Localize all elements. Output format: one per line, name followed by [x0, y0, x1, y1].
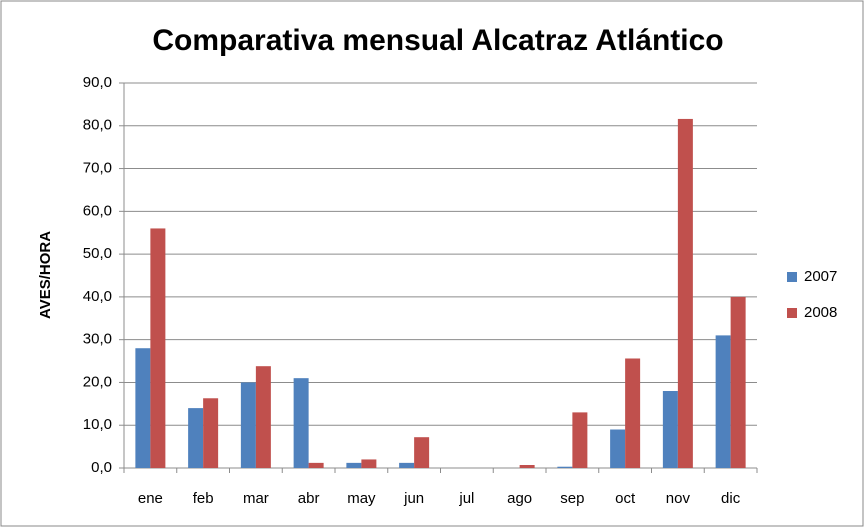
y-tick-label: 90,0 [83, 74, 112, 91]
legend-swatch [787, 272, 797, 282]
bar [203, 398, 219, 468]
bar [255, 366, 271, 468]
bar [572, 412, 588, 468]
x-tick-label: oct [615, 490, 636, 507]
bar [135, 348, 151, 468]
x-tick-label: ago [507, 490, 532, 507]
y-tick-label: 20,0 [83, 373, 112, 390]
x-tick-label: jul [458, 490, 474, 507]
x-tick-label: may [347, 490, 376, 507]
x-tick-label: feb [193, 490, 214, 507]
bar [662, 391, 678, 468]
x-tick-label: ene [138, 490, 163, 507]
bar [399, 462, 415, 468]
x-tick-label: sep [560, 490, 584, 507]
legend-swatch [787, 308, 797, 318]
bar [150, 228, 166, 468]
bar [715, 335, 731, 468]
y-tick-label: 60,0 [83, 202, 112, 219]
bar [346, 462, 362, 468]
x-tick-label: mar [243, 490, 269, 507]
bar [730, 296, 746, 468]
bar [677, 118, 693, 468]
legend-label: 2007 [804, 268, 837, 285]
y-axis-label: AVES/HORA [37, 231, 54, 319]
y-tick-label: 70,0 [83, 160, 112, 177]
bar [293, 378, 309, 468]
bar [557, 466, 573, 468]
legend-label: 2008 [804, 304, 837, 321]
bar [414, 437, 430, 468]
y-tick-label: 10,0 [83, 416, 112, 433]
y-tick-label: 0,0 [91, 459, 112, 476]
x-tick-label: dic [721, 490, 741, 507]
bar [240, 382, 256, 468]
y-tick-label: 50,0 [83, 245, 112, 262]
y-tick-label: 30,0 [83, 331, 112, 348]
bar [361, 459, 377, 468]
bar [610, 429, 626, 468]
y-tick-label: 80,0 [83, 117, 112, 134]
x-tick-label: abr [298, 490, 320, 507]
bar [188, 408, 204, 468]
y-tick-label: 40,0 [83, 288, 112, 305]
bar [625, 358, 641, 468]
bar [308, 462, 324, 468]
x-tick-label: nov [666, 490, 691, 507]
bar [519, 465, 535, 468]
chart-title: Comparativa mensual Alcatraz Atlántico [152, 24, 723, 57]
x-tick-label: jun [403, 490, 424, 507]
